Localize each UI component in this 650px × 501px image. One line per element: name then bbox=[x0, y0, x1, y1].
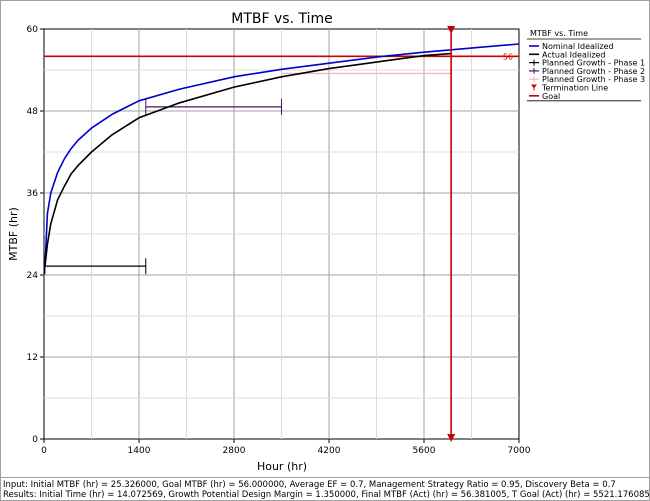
y-axis-label: MTBF (hr) bbox=[7, 207, 20, 261]
x-tick-label: 0 bbox=[41, 446, 47, 456]
legend-entry-label: Actual Idealized bbox=[542, 50, 606, 59]
footer-separator bbox=[0, 477, 650, 478]
y-tick-label: 24 bbox=[27, 271, 39, 281]
x-tick-label: 2800 bbox=[223, 446, 246, 456]
grid bbox=[43, 28, 520, 440]
legend-title: MTBF vs. Time bbox=[530, 29, 588, 38]
footer-results-line: Results: Initial Time (hr) = 14.072569, … bbox=[3, 490, 650, 500]
chart-title: MTBF vs. Time bbox=[231, 11, 332, 27]
y-tick-label: 0 bbox=[32, 435, 38, 445]
mtbf-chart: MTBF vs. Time 0 1400 2800 4200 5600 7000 0 12 24… bbox=[7, 11, 645, 473]
y-tick-label: 12 bbox=[27, 353, 38, 363]
x-axis-label: Hour (hr) bbox=[257, 460, 307, 473]
footer-input-line: Input: Initial MTBF (hr) = 25.326000, Go… bbox=[3, 480, 616, 490]
x-tick-label: 1400 bbox=[128, 446, 151, 456]
series-layer: 56 bbox=[44, 26, 520, 442]
legend-entry-label: Goal bbox=[542, 92, 560, 101]
goal-label: 56 bbox=[503, 52, 513, 61]
x-tick-label: 5600 bbox=[413, 446, 436, 456]
actual-idealized-curve bbox=[44, 52, 452, 267]
y-tick-label: 60 bbox=[27, 25, 39, 35]
axes: 0 1400 2800 4200 5600 7000 0 12 24 36 48 60 bbox=[27, 25, 531, 456]
legend-entry-label: Planned Growth - Phase 1 bbox=[542, 59, 645, 68]
legend-entry-label: Planned Growth - Phase 3 bbox=[542, 75, 645, 84]
nominal-idealized-curve bbox=[44, 43, 520, 267]
legend-entry-label: Planned Growth - Phase 2 bbox=[542, 67, 645, 76]
x-tick-label: 4200 bbox=[318, 446, 341, 456]
y-tick-label: 48 bbox=[27, 107, 39, 117]
legend-entry-label: Termination Line bbox=[541, 84, 608, 93]
termination-marker-bottom bbox=[447, 434, 456, 442]
legend-entry-label: Nominal Idealized bbox=[542, 42, 614, 51]
y-tick-label: 36 bbox=[27, 189, 39, 199]
termination-marker-top bbox=[447, 26, 456, 34]
legend-swatch-triangle bbox=[531, 84, 537, 89]
x-tick-label: 7000 bbox=[508, 446, 531, 456]
